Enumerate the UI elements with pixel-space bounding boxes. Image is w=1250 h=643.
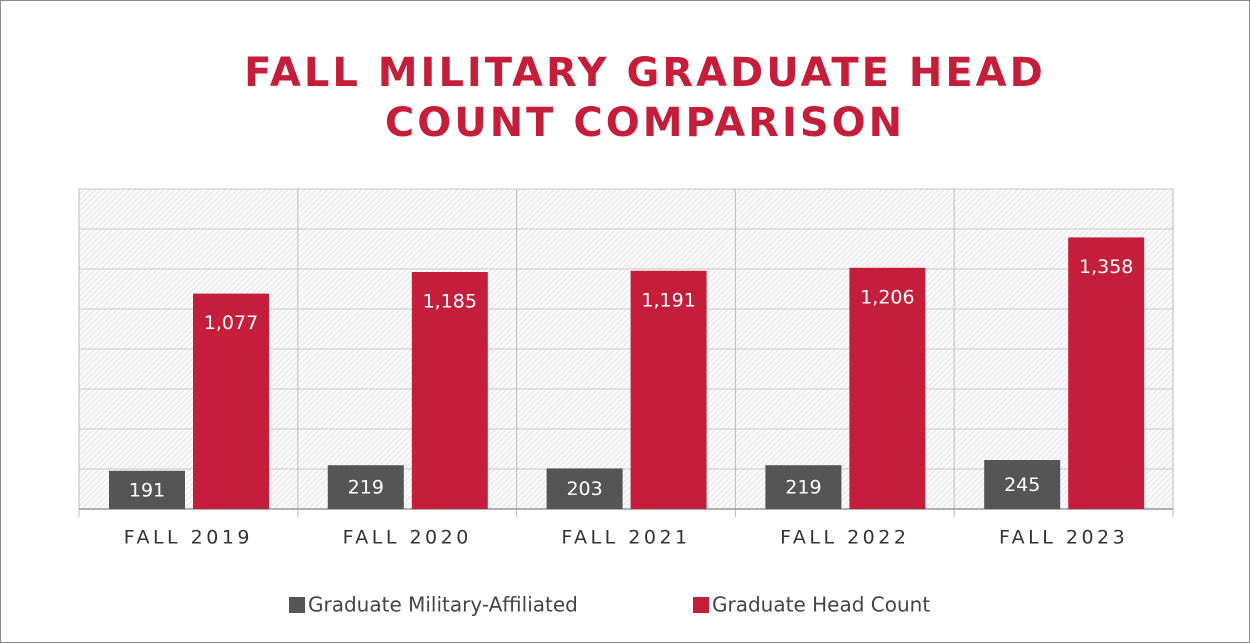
x-tick-label: FALL 2020 xyxy=(343,527,472,549)
x-tick-label: FALL 2021 xyxy=(561,527,690,549)
data-label: 1,358 xyxy=(1079,256,1133,278)
x-tick-label: FALL 2023 xyxy=(999,527,1128,549)
legend-label: Graduate Head Count xyxy=(712,593,930,617)
data-label: 1,191 xyxy=(641,289,695,311)
chart-title: COUNT COMPARISON xyxy=(385,100,905,146)
x-tick-label: FALL 2022 xyxy=(780,527,909,549)
bar xyxy=(327,465,404,509)
legend-label: Graduate Military-Affiliated xyxy=(308,593,578,617)
bar xyxy=(630,270,707,509)
legend-swatch xyxy=(289,597,305,613)
x-tick-label: FALL 2019 xyxy=(124,527,253,549)
legend-swatch xyxy=(693,597,709,613)
bar xyxy=(193,293,269,509)
data-label: 219 xyxy=(785,477,821,499)
bar xyxy=(765,465,842,509)
data-label: 245 xyxy=(1004,474,1040,496)
data-label: 1,185 xyxy=(423,291,477,313)
data-label: 1,206 xyxy=(860,286,914,308)
data-label: 203 xyxy=(566,478,602,500)
data-label: 1,077 xyxy=(204,312,258,334)
data-label: 219 xyxy=(348,477,384,499)
chart-title: FALL MILITARY GRADUATE HEAD xyxy=(244,50,1046,96)
bar xyxy=(849,267,926,509)
bar xyxy=(546,468,623,509)
data-label: 191 xyxy=(129,479,165,501)
bar xyxy=(984,460,1061,509)
bar xyxy=(1068,237,1145,509)
bar xyxy=(411,272,488,509)
bar xyxy=(109,470,185,509)
